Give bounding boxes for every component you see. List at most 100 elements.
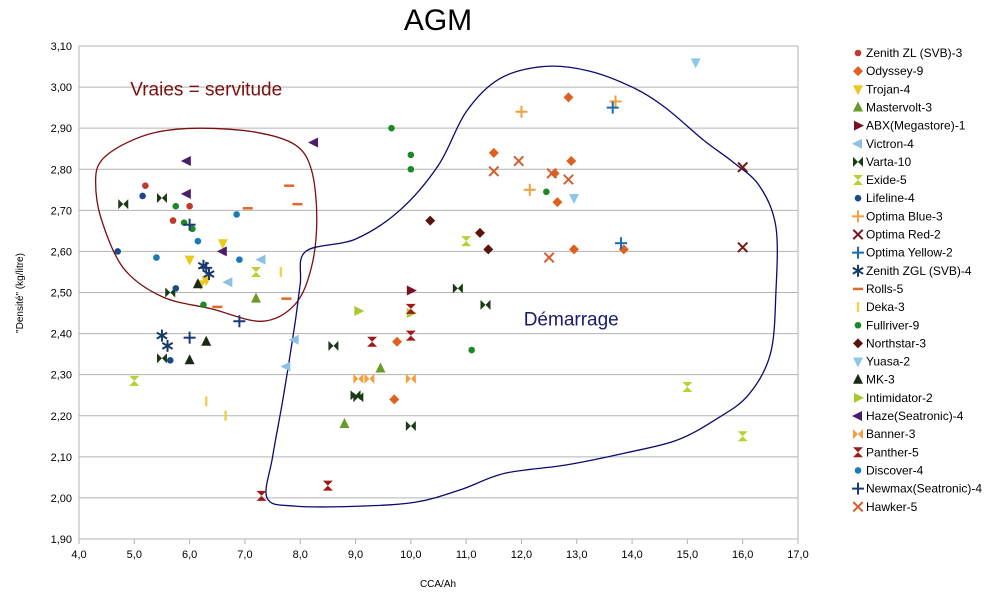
- data-point: [142, 182, 149, 189]
- data-point: [354, 305, 365, 316]
- data-point: [425, 215, 436, 226]
- data-point: [609, 95, 622, 108]
- x-axis-label: CCA/Ah: [420, 579, 456, 590]
- data-point: [569, 244, 580, 255]
- legend-item: Newmax(Seatronic)-4: [852, 482, 982, 496]
- data-point: [250, 266, 261, 277]
- legend-label: Northstar-3: [866, 336, 926, 350]
- y-tick-label: 3,00: [51, 82, 72, 94]
- data-point: [737, 161, 749, 173]
- legend-marker: [852, 229, 864, 240]
- x-tick-label: 16,0: [732, 549, 753, 561]
- legend-label: Zenith ZL (SVB)-3: [866, 46, 963, 60]
- data-point: [308, 137, 319, 148]
- legend-label: Banner-3: [866, 427, 916, 441]
- annotation-label: Démarrage: [524, 309, 619, 330]
- data-point: [184, 255, 195, 266]
- data-point: [375, 362, 386, 373]
- legend-marker: [854, 49, 862, 57]
- y-tick-label: 2,10: [51, 452, 72, 464]
- legend: Zenith ZL (SVB)-3 Odyssey-9 Trojan-4 Master…: [852, 46, 982, 514]
- legend-label: Exide-5: [866, 173, 907, 187]
- data-point: [339, 417, 350, 428]
- legend-marker: [853, 429, 863, 440]
- legend-item: Discover-4: [854, 463, 924, 477]
- legend-item: Panther-5: [853, 445, 919, 459]
- data-point: [405, 330, 416, 341]
- y-tick-label: 3,10: [51, 41, 72, 53]
- data-point: [353, 373, 364, 384]
- data-point: [406, 285, 417, 296]
- x-tick-label: 14,0: [621, 549, 642, 561]
- legend-item: Lifeline-4: [854, 191, 915, 205]
- data-point: [563, 92, 574, 103]
- data-point: [606, 101, 619, 114]
- data-point: [364, 373, 375, 384]
- legend-marker: [853, 101, 863, 112]
- legend-marker: [853, 357, 863, 368]
- legend-marker: [852, 246, 864, 259]
- y-tick-label: 2,00: [51, 493, 72, 505]
- data-point: [468, 346, 475, 354]
- legend-marker: [853, 447, 863, 458]
- data-point: [180, 188, 191, 199]
- legend-label: Optima Blue-3: [866, 209, 943, 223]
- legend-label: MK-3: [866, 373, 895, 387]
- data-point: [118, 199, 129, 210]
- legend-item: Hawker-5: [852, 500, 918, 514]
- data-point: [350, 390, 361, 401]
- data-point: [139, 192, 146, 200]
- data-point: [233, 315, 246, 328]
- data-point: [407, 165, 415, 173]
- data-point: [690, 58, 701, 69]
- legend-item: Banner-3: [853, 427, 916, 441]
- legend-marker: [854, 321, 862, 329]
- legend-item: Optima Blue-3: [852, 209, 943, 223]
- data-point: [552, 197, 563, 208]
- axes: [78, 46, 799, 544]
- y-tick-label: 2,30: [51, 370, 72, 382]
- legend-item: Optima Yellow-2: [852, 246, 953, 260]
- legend-label: Trojan-4: [866, 82, 911, 96]
- data-point: [461, 236, 472, 247]
- legend-item: Exide-5: [853, 173, 907, 187]
- legend-marker: [853, 338, 863, 349]
- annotations: Vraies = servitude Démarrage: [130, 79, 619, 330]
- y-tick-label: 2,90: [51, 123, 72, 135]
- legend-label: Zenith ZGL (SVB)-4: [866, 264, 972, 278]
- data-point: [216, 246, 227, 257]
- legend-label: Haze(Seatronic)-4: [866, 409, 964, 423]
- legend-label: Deka-3: [866, 300, 905, 314]
- y-tick-label: 1,90: [51, 534, 72, 546]
- data-point: [156, 193, 167, 204]
- legend-item: Zenith ZGL (SVB)-4: [852, 264, 972, 278]
- annotation-label: Vraies = servitude: [130, 79, 282, 100]
- data-point: [184, 354, 195, 365]
- data-point: [322, 480, 333, 491]
- legend-label: Varta-10: [866, 155, 911, 169]
- data-point: [161, 339, 174, 352]
- legend-label: Newmax(Seatronic)-4: [866, 482, 982, 496]
- y-axis-label: "Densité" (kg/litre): [15, 253, 26, 333]
- data-point: [183, 218, 196, 231]
- legend-item: MK-3: [853, 373, 895, 387]
- legend-marker: [852, 411, 862, 421]
- legend-marker: [852, 210, 864, 223]
- data-point: [483, 244, 494, 255]
- data-point: [192, 278, 203, 289]
- legend-marker: [852, 501, 864, 513]
- region-servitude: [94, 127, 318, 322]
- data-point: [189, 225, 196, 233]
- data-point: [200, 301, 207, 309]
- data-point: [156, 329, 168, 342]
- legend-label: Panther-5: [866, 445, 919, 459]
- y-tick-label: 2,80: [51, 164, 72, 176]
- legend-label: Optima Yellow-2: [866, 246, 953, 260]
- legend-item: Northstar-3: [853, 336, 926, 350]
- data-point: [200, 261, 213, 274]
- legend-label: Optima Red-2: [866, 228, 941, 242]
- data-point: [183, 331, 196, 344]
- x-tick-label: 6,0: [182, 549, 197, 561]
- data-point: [255, 254, 266, 265]
